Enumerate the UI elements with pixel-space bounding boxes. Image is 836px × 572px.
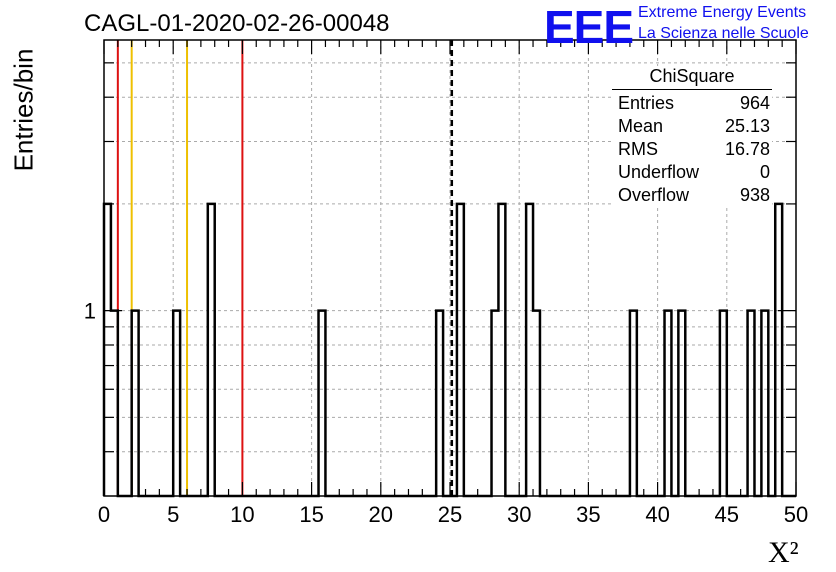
- stats-label: Entries: [618, 93, 675, 113]
- logo-line-1: Extreme Energy Events: [638, 4, 807, 21]
- stats-row: Underflow 0: [612, 161, 772, 184]
- x-tick-label: 25: [438, 502, 462, 527]
- stats-row: Overflow 938: [612, 184, 772, 207]
- x-tick-label: 20: [369, 502, 393, 527]
- stats-value: 964: [739, 93, 770, 113]
- y-tick-labels: 1: [84, 299, 96, 324]
- axis-ticks: [103, 40, 797, 496]
- stats-label: RMS: [618, 139, 658, 159]
- logo-caption: Extreme Energy Events La Scienza nelle S…: [638, 2, 809, 44]
- x-tick-label: 35: [576, 502, 600, 527]
- stats-title: ChiSquare: [612, 66, 772, 90]
- stats-label: Mean: [618, 116, 664, 136]
- x-tick-labels: 0 5 10 15 20 25 30 35 40 45 50: [98, 502, 808, 527]
- stats-label: Overflow: [618, 185, 690, 205]
- x-axis-label: X²: [768, 536, 799, 569]
- logo-line-2: La Scienza nelle Scuole: [638, 25, 809, 42]
- stats-value: 16.78: [724, 139, 770, 159]
- x-tick-label: 5: [167, 502, 179, 527]
- x-tick-label: 0: [98, 502, 110, 527]
- x-tick-label: 45: [715, 502, 739, 527]
- y-tick-label: 1: [84, 299, 96, 324]
- x-tick-label: 50: [784, 502, 808, 527]
- x-tick-label: 10: [230, 502, 254, 527]
- reference-lines: [116, 40, 454, 496]
- stats-row: RMS 16.78: [612, 138, 772, 161]
- stats-value: 938: [739, 185, 770, 205]
- x-tick-label: 15: [299, 502, 323, 527]
- x-tick-label: 30: [507, 502, 531, 527]
- stats-row: Mean 25.13: [612, 115, 772, 138]
- stats-value: 25.13: [724, 116, 770, 136]
- stats-row: Entries 964: [612, 92, 772, 115]
- stats-value: 0: [759, 162, 770, 182]
- x-tick-label: 40: [645, 502, 669, 527]
- y-axis-label-wrap: Entries/bin: [4, 0, 44, 572]
- stats-box: ChiSquare Entries 964 Mean 25.13 RMS 16.78 …: [612, 66, 772, 207]
- stats-label: Underflow: [618, 162, 700, 182]
- eee-logo: EEE: [544, 1, 634, 53]
- chart-title: CAGL-01-2020-02-26-00048: [84, 10, 390, 37]
- y-axis-label: Entries/bin: [8, 48, 39, 172]
